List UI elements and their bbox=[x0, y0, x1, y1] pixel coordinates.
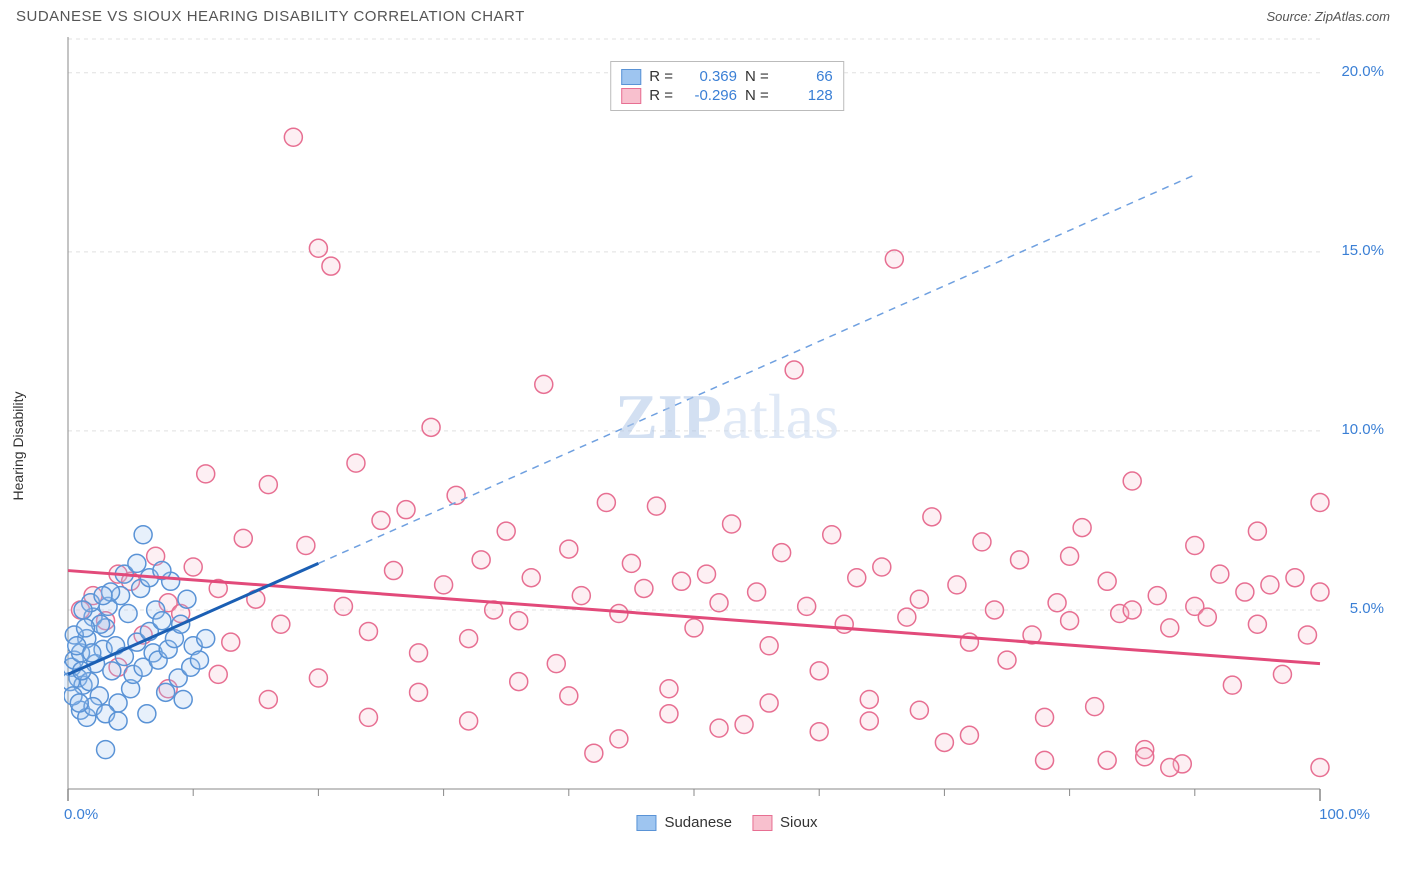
legend-bottom: Sudanese Sioux bbox=[636, 814, 817, 831]
r-label: R = bbox=[649, 68, 673, 85]
legend-swatch bbox=[636, 815, 656, 831]
plot-area: ZIPatlas R = 0.369 N = 66 R = -0.296 N =… bbox=[64, 29, 1390, 837]
r-value: 0.369 bbox=[681, 68, 737, 85]
legend-swatch bbox=[621, 88, 641, 104]
legend-top: R = 0.369 N = 66 R = -0.296 N = 128 bbox=[610, 61, 844, 111]
y-tick-label: 15.0% bbox=[1341, 242, 1384, 259]
n-label: N = bbox=[745, 68, 769, 85]
scatter-plot-svg bbox=[64, 29, 1390, 837]
legend-label: Sioux bbox=[780, 814, 818, 831]
legend-bottom-item: Sudanese bbox=[636, 814, 732, 831]
y-tick-label: 5.0% bbox=[1350, 600, 1384, 617]
n-value: 128 bbox=[777, 87, 833, 104]
r-label: R = bbox=[649, 87, 673, 104]
x-axis-min-label: 0.0% bbox=[64, 806, 98, 823]
chart-title: SUDANESE VS SIOUX HEARING DISABILITY COR… bbox=[16, 8, 525, 25]
y-axis-label: Hearing Disability bbox=[10, 392, 26, 501]
r-value: -0.296 bbox=[681, 87, 737, 104]
x-axis-max-label: 100.0% bbox=[1319, 806, 1370, 823]
n-label: N = bbox=[745, 87, 769, 104]
chart-source: Source: ZipAtlas.com bbox=[1266, 9, 1390, 24]
legend-swatch bbox=[621, 69, 641, 85]
y-tick-label: 20.0% bbox=[1341, 63, 1384, 80]
n-value: 66 bbox=[777, 68, 833, 85]
chart-header: SUDANESE VS SIOUX HEARING DISABILITY COR… bbox=[0, 0, 1406, 29]
legend-top-row: R = -0.296 N = 128 bbox=[621, 87, 833, 104]
legend-label: Sudanese bbox=[664, 814, 732, 831]
y-tick-label: 10.0% bbox=[1341, 421, 1384, 438]
legend-top-row: R = 0.369 N = 66 bbox=[621, 68, 833, 85]
legend-swatch bbox=[752, 815, 772, 831]
legend-bottom-item: Sioux bbox=[752, 814, 818, 831]
